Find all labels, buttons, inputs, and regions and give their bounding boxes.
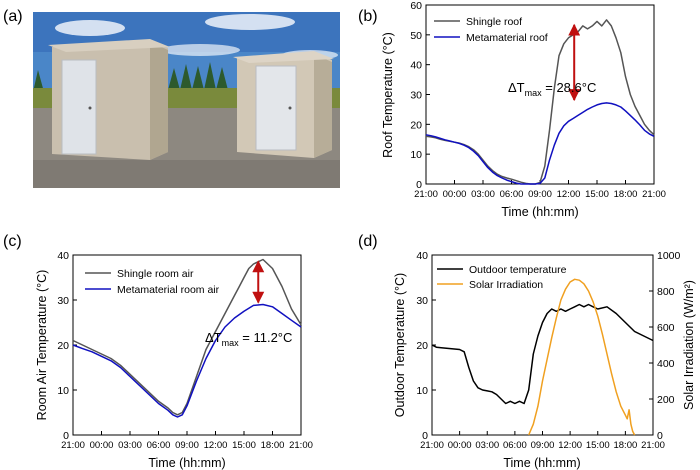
y-tick-label: 40 (410, 60, 422, 72)
y-tick-label: 50 (410, 30, 422, 42)
y-tick-label: 40 (57, 250, 69, 262)
y-tick-label: 0 (422, 430, 428, 442)
y-tick-label: 20 (410, 119, 422, 131)
y-axis-label: Outdoor Temperature (°C) (393, 273, 407, 417)
y-tick-label-right: 800 (657, 286, 675, 298)
x-tick-label: 09:00 (175, 440, 199, 451)
x-axis-label: Time (hh:mm) (148, 456, 225, 470)
x-tick-label: 21:00 (420, 440, 444, 451)
x-tick-label: 21:00 (414, 189, 438, 200)
y-tick-label: 10 (416, 385, 428, 397)
series-line-metamaterial-roof (425, 102, 655, 185)
x-tick-label: 03:00 (118, 440, 142, 451)
chart-room-air-temperature: 0 10 20 30 40 21:00 00:00 03:00 06:00 09:00 12:00… (35, 250, 313, 470)
x-tick-label: 15:00 (232, 440, 256, 451)
y-tick-label: 10 (57, 385, 69, 397)
delta-annotation: ΔTmax = 11.2°C (205, 330, 292, 348)
plot-frame (72, 254, 302, 436)
chart-outdoor-temperature-solar: 0 10 20 30 40 0 200 400 600 800 1000 21:00 00:00 03… (393, 250, 696, 470)
series-line-shingle-roof (425, 19, 655, 185)
photo-sheds (33, 12, 340, 188)
y-tick-label-right: 0 (657, 430, 663, 442)
y-tick-label-right: 400 (657, 358, 675, 370)
x-tick-label: 06:00 (503, 440, 527, 451)
y-tick-label-right: 600 (657, 322, 675, 334)
x-tick-label: 18:00 (613, 440, 637, 451)
x-tick-label: 06:00 (500, 189, 524, 200)
panel-label-b: (b) (358, 8, 378, 25)
y-axis-label: Room Air Temperature (°C) (35, 270, 49, 421)
y-tick-label-right: 200 (657, 394, 675, 406)
x-tick-label: 12:00 (558, 440, 582, 451)
x-tick-label: 15:00 (585, 189, 609, 200)
x-tick-label: 00:00 (448, 440, 472, 451)
x-tick-label: 12:00 (557, 189, 581, 200)
x-tick-label: 18:00 (261, 440, 285, 451)
y-tick-label: 20 (416, 340, 428, 352)
x-tick-label: 21:00 (289, 440, 313, 451)
x-axis-label: Time (hh:mm) (501, 205, 578, 219)
legend-label-metamaterial-room-air: Metamaterial room air (117, 284, 220, 296)
y-tick-label-right: 1000 (657, 250, 681, 262)
y-tick-label: 20 (57, 340, 69, 352)
x-axis-label: Time (hh:mm) (503, 456, 580, 470)
x-tick-label: 12:00 (204, 440, 228, 451)
x-tick-label: 21:00 (642, 189, 666, 200)
x-tick-label: 09:00 (528, 189, 552, 200)
x-tick-label: 06:00 (147, 440, 171, 451)
y-axis-label: Roof Temperature (°C) (381, 32, 395, 158)
series-line-outdoor-temperature (431, 303, 654, 405)
legend-label-outdoor-temperature: Outdoor temperature (469, 264, 567, 276)
delta-annotation: ΔTmax = 28.6°C (508, 80, 596, 98)
x-tick-label: 03:00 (475, 440, 499, 451)
y-tick-label: 0 (416, 179, 422, 191)
legend-label-solar-irradiation: Solar Irradiation (469, 279, 543, 291)
y-tick-label: 30 (410, 90, 422, 102)
y-tick-label: 10 (410, 149, 422, 161)
panel-label-d: (d) (358, 233, 378, 250)
y-tick-label: 0 (63, 430, 69, 442)
x-tick-label: 21:00 (61, 440, 85, 451)
legend-label-metamaterial-roof: Metamaterial roof (466, 32, 548, 44)
legend-label-shingle-roof: Shingle roof (466, 16, 522, 28)
x-tick-label: 00:00 (443, 189, 467, 200)
x-tick-label: 03:00 (471, 189, 495, 200)
y-tick-label: 60 (410, 0, 422, 12)
panel-label-a: (a) (3, 8, 23, 25)
x-tick-label: 09:00 (531, 440, 555, 451)
y-tick-label: 30 (57, 295, 69, 307)
legend-label-shingle-room-air: Shingle room air (117, 268, 194, 280)
series-line-solar-irradiation (528, 278, 636, 436)
x-tick-label: 21:00 (641, 440, 665, 451)
panel-label-c: (c) (3, 233, 22, 250)
series-line-metamaterial-room-air (72, 303, 302, 418)
x-tick-label: 00:00 (90, 440, 114, 451)
x-tick-label: 18:00 (614, 189, 638, 200)
x-tick-label: 15:00 (586, 440, 610, 451)
y-axis-label-right: Solar Irradiation (W/m²) (682, 280, 696, 410)
chart-roof-temperature: 0 10 20 30 40 50 60 21:00 00:00 03:00 06:00 09:00 1… (381, 0, 666, 219)
y-tick-label: 40 (416, 250, 428, 262)
y-tick-label: 30 (416, 295, 428, 307)
